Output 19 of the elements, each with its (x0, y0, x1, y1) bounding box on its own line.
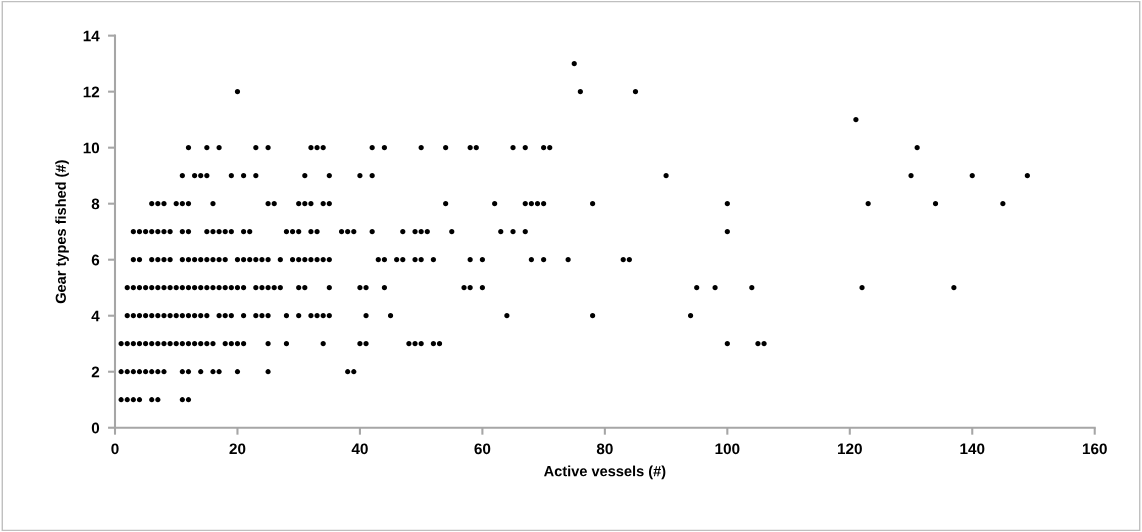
x-tick-label: 100 (715, 443, 740, 455)
x-tick-label: 80 (596, 443, 613, 455)
x-tick-label: 40 (351, 443, 368, 455)
x-tick-label: 140 (960, 443, 985, 455)
y-tick-label: 14 (83, 30, 100, 42)
x-tick-label: 0 (111, 443, 119, 455)
x-tick-label: 60 (474, 443, 491, 455)
x-tick-label: 160 (1082, 443, 1107, 455)
y-tick-label: 8 (91, 198, 100, 210)
y-tick-label: 6 (91, 254, 100, 266)
y-tick-label: 12 (83, 86, 100, 98)
y-axis-title: Gear types fished (#) (55, 160, 69, 304)
x-tick-label: 20 (229, 443, 246, 455)
y-tick-label: 10 (83, 142, 100, 154)
x-tick-label: 120 (838, 443, 862, 455)
x-axis-title: Active vessels (#) (544, 465, 666, 480)
y-tick-label: 2 (91, 366, 100, 378)
y-tick-label: 0 (91, 422, 100, 434)
y-tick-label: 4 (91, 310, 100, 322)
